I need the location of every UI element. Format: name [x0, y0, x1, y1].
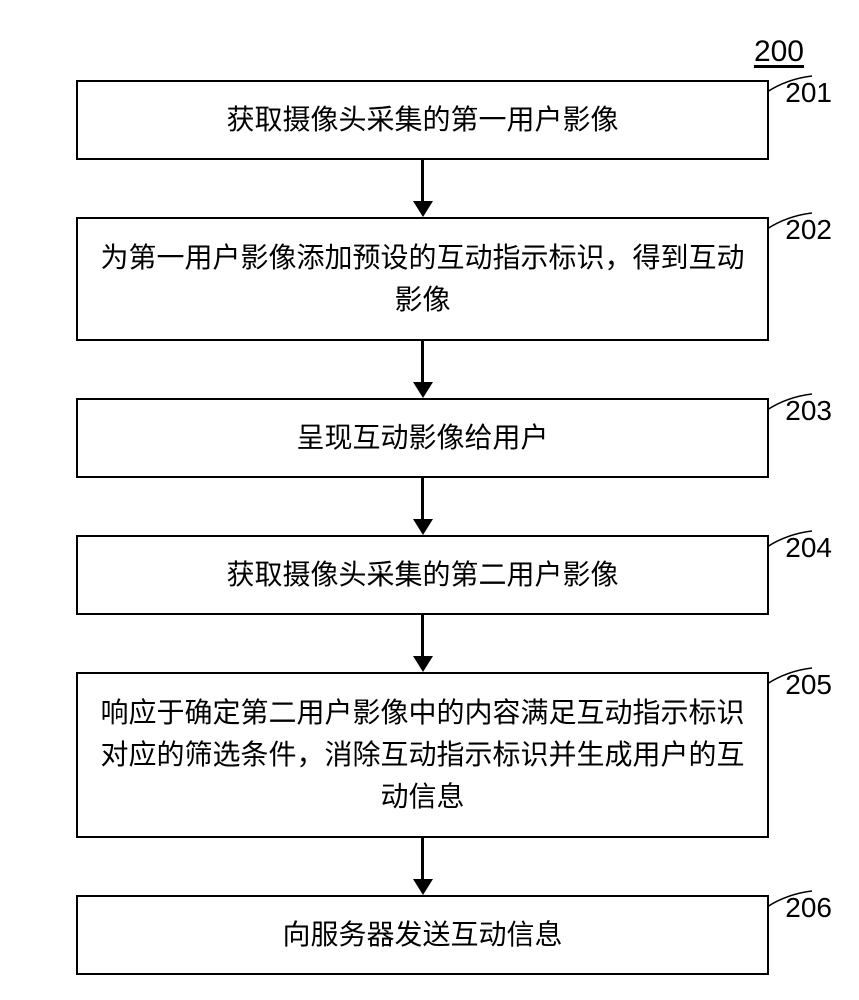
step-box-201: 获取摄像头采集的第一用户影像 201: [76, 80, 769, 160]
connector-line: [767, 211, 812, 231]
flowchart: 获取摄像头采集的第一用户影像 201 为第一用户影像添加预设的互动指示标识，得到…: [76, 80, 769, 975]
step-text: 获取摄像头采集的第二用户影像: [226, 554, 618, 596]
arrow: [76, 615, 769, 672]
connector-line: [767, 529, 812, 549]
diagram-title: 200: [754, 35, 804, 69]
step-box-203: 呈现互动影像给用户 203: [76, 398, 769, 478]
connector-line: [767, 74, 812, 94]
step-box-205: 响应于确定第二用户影像中的内容满足互动指示标识对应的筛选条件，消除互动指示标识并…: [76, 672, 769, 838]
arrow: [76, 478, 769, 535]
step-text: 响应于确定第二用户影像中的内容满足互动指示标识对应的筛选条件，消除互动指示标识并…: [98, 692, 747, 818]
step-box-204: 获取摄像头采集的第二用户影像 204: [76, 535, 769, 615]
arrow: [76, 160, 769, 217]
step-box-206: 向服务器发送互动信息 206: [76, 895, 769, 975]
step-text: 获取摄像头采集的第一用户影像: [226, 99, 618, 141]
step-text: 呈现互动影像给用户: [296, 417, 548, 459]
arrow: [76, 838, 769, 895]
connector-line: [767, 392, 812, 412]
step-text: 为第一用户影像添加预设的互动指示标识，得到互动影像: [98, 237, 747, 321]
connector-line: [767, 889, 812, 909]
step-box-202: 为第一用户影像添加预设的互动指示标识，得到互动影像 202: [76, 217, 769, 341]
arrow: [76, 341, 769, 398]
connector-line: [767, 666, 812, 686]
step-text: 向服务器发送互动信息: [282, 914, 562, 956]
